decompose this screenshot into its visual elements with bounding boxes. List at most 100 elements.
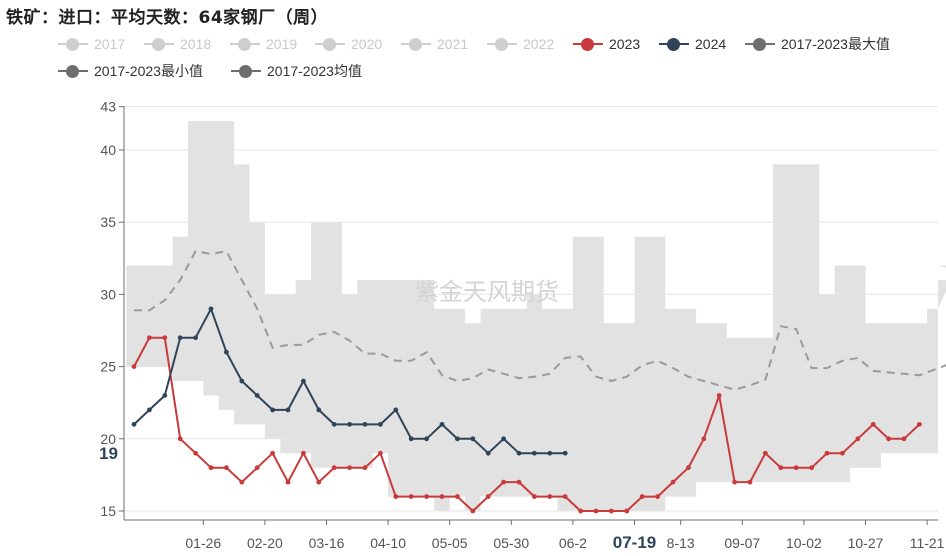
data-point-2023 (917, 421, 922, 427)
data-point-2023 (162, 335, 168, 341)
legend-item-2018[interactable]: 2018 (144, 34, 211, 54)
tick-labels: 15 20 25 30 35 40 43 01-26 02-20 03-16 04-10 05-05 0… (99, 99, 945, 552)
data-point-2023 (763, 450, 768, 456)
data-point-2023 (532, 494, 537, 499)
data-point-2023 (347, 465, 352, 471)
legend-marker-icon (144, 38, 174, 51)
legend-item-2017-2023最大值[interactable]: 2017-2023最大值 (745, 34, 890, 54)
chart-title: 铁矿：进口：平均天数：64家钢厂（周） (6, 8, 329, 28)
grid-lines (124, 106, 938, 512)
x-tick-label: 8-13 (667, 535, 695, 551)
data-point-2023 (732, 479, 737, 485)
data-point-2023 (747, 479, 753, 485)
data-point-2023 (208, 465, 214, 471)
data-point-2023 (439, 494, 445, 499)
legend-label: 2024 (695, 36, 727, 52)
x-tick-label: 09-07 (724, 535, 760, 551)
legend-label: 2019 (266, 36, 298, 52)
data-point-2023 (193, 450, 199, 456)
data-point-2023 (470, 508, 476, 514)
data-point-2023 (578, 508, 583, 514)
data-point-2023 (824, 450, 830, 456)
legend-marker-icon (659, 38, 689, 51)
data-point-2024 (177, 335, 183, 341)
data-point-2023 (886, 436, 891, 442)
legend-item-2017-2023最小值[interactable]: 2017-2023最小值 (58, 61, 203, 81)
data-point-2023 (131, 364, 137, 369)
legend-label: 2017 (94, 36, 126, 52)
x-tick-label: 07-19 (613, 533, 656, 552)
data-point-2023 (655, 494, 660, 499)
data-point-2024 (516, 450, 522, 456)
legend-label: 2020 (351, 36, 383, 52)
data-point-2023 (778, 465, 784, 471)
data-point-2023 (840, 450, 845, 456)
y-tick-label: 43 (100, 99, 116, 115)
x-tick-label: 06-2 (559, 535, 587, 551)
legend-marker-icon (573, 38, 603, 51)
data-point-2023 (224, 465, 229, 471)
data-point-2023 (254, 465, 260, 471)
data-point-2023 (609, 508, 614, 514)
x-tick-label: 10-27 (848, 535, 884, 551)
data-point-2023 (901, 436, 907, 442)
data-point-2023 (408, 494, 414, 499)
x-tick-label: 05-05 (432, 535, 468, 551)
legend-item-2023[interactable]: 2023 (573, 34, 640, 54)
y-tick-label: 15 (100, 503, 116, 519)
data-point-2024 (316, 407, 322, 413)
series-line-2017-2023均值 (134, 250, 946, 391)
legend-label: 2017-2023均值 (267, 63, 362, 79)
data-point-2023 (547, 494, 553, 499)
data-point-2023 (686, 465, 691, 471)
y-highlight-label: 19 (99, 444, 118, 463)
data-point-2023 (270, 450, 275, 456)
data-point-2023 (870, 421, 876, 427)
legend-label: 2018 (180, 36, 212, 52)
legend-item-2019[interactable]: 2019 (230, 34, 297, 54)
data-point-2024 (224, 349, 229, 355)
data-point-2023 (593, 508, 599, 514)
legend-item-2024[interactable]: 2024 (659, 34, 726, 54)
y-tick-label: 35 (100, 214, 116, 230)
data-point-2023 (177, 436, 183, 442)
data-point-2024 (131, 421, 137, 427)
data-point-2024 (208, 306, 214, 312)
minmax-area (126, 121, 946, 511)
y-tick-label: 30 (100, 286, 116, 302)
watermark: 紫金天风期货 (415, 278, 559, 306)
y-tick-label: 25 (100, 359, 116, 375)
legend-item-2022[interactable]: 2022 (487, 34, 554, 54)
legend-marker-icon (401, 38, 431, 51)
data-point-2023 (316, 479, 322, 485)
y-tick-label: 20 (100, 431, 116, 447)
legend-item-2017-2023均值[interactable]: 2017-2023均值 (231, 61, 362, 81)
legend-item-2021[interactable]: 2021 (401, 34, 468, 54)
legend-marker-icon (231, 65, 261, 78)
data-point-2024 (147, 407, 152, 413)
data-point-2023 (285, 479, 291, 485)
data-point-2023 (393, 494, 399, 499)
legend-label: 2021 (437, 36, 469, 52)
legend-marker-icon (487, 38, 517, 51)
x-tick-label: 04-10 (370, 535, 406, 551)
data-point-2023 (331, 465, 337, 471)
legend-marker-icon (230, 38, 260, 51)
data-point-2023 (239, 479, 245, 485)
data-point-2024 (378, 421, 383, 427)
legend-item-2017[interactable]: 2017 (58, 34, 125, 54)
data-point-2024 (193, 335, 199, 341)
data-point-2023 (455, 494, 460, 499)
x-tick-label: 11-21 (910, 535, 945, 551)
legend-marker-icon (315, 38, 345, 51)
series-line-2023 (133, 336, 921, 512)
legend-item-2020[interactable]: 2020 (315, 34, 382, 54)
x-tick-label: 10-02 (786, 535, 822, 551)
x-tick-label: 02-20 (247, 535, 283, 551)
data-point-2024 (470, 436, 476, 442)
data-point-2024 (424, 436, 429, 442)
data-point-2024 (532, 450, 537, 456)
data-point-2024 (408, 436, 414, 442)
data-point-2024 (439, 421, 445, 427)
legend-marker-icon (745, 38, 775, 51)
